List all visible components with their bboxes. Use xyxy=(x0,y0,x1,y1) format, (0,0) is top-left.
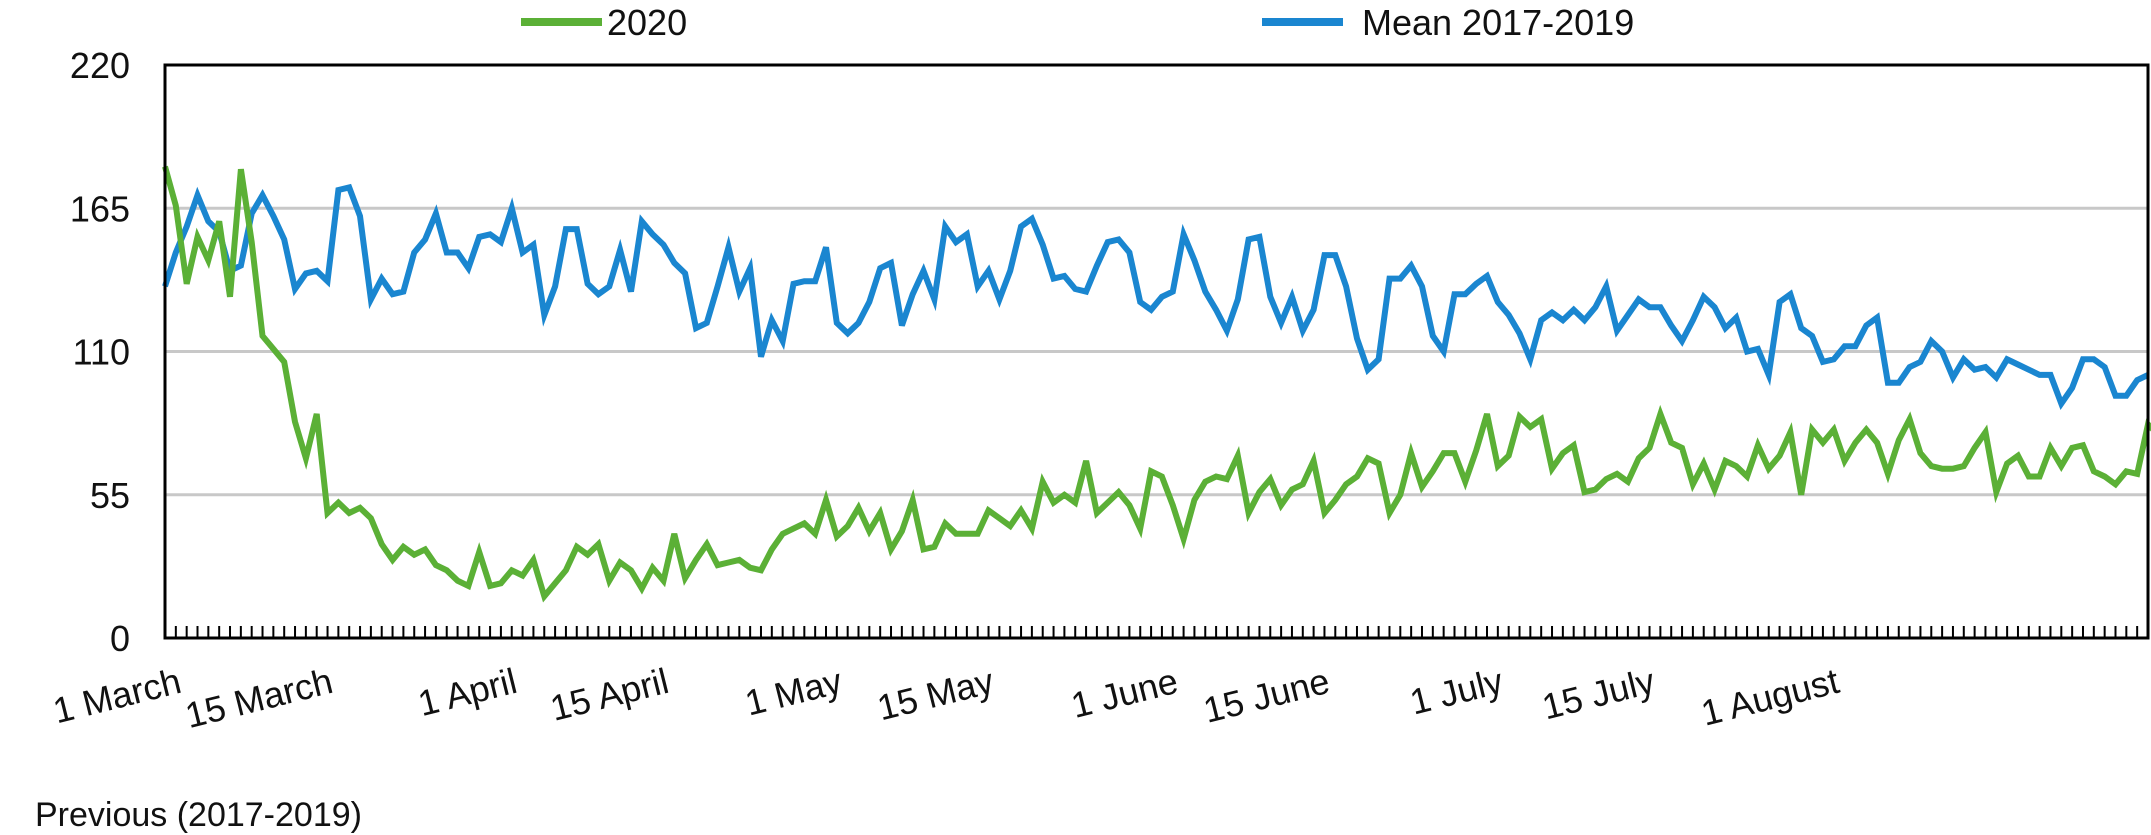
x-tick-label: 15 March xyxy=(181,660,337,736)
x-tick-label: 15 May xyxy=(873,660,997,728)
y-tick-label: 55 xyxy=(90,475,130,516)
legend: 2020 Mean 2017-2019 xyxy=(521,2,1634,43)
x-tick-label: 1 April xyxy=(414,660,521,724)
x-tick-label: 1 June xyxy=(1067,660,1182,726)
x-tick-label: 1 August xyxy=(1697,660,1843,734)
x-tick-label: 1 March xyxy=(49,660,185,731)
series-line-mean-2017-2019 xyxy=(162,183,2150,411)
series-lines xyxy=(162,165,2151,603)
y-tick-label: 165 xyxy=(70,188,130,229)
plot-frame xyxy=(163,63,2150,640)
y-tick-label: 0 xyxy=(110,618,130,659)
series-line-2020 xyxy=(162,165,2151,603)
x-tick-label: 1 May xyxy=(741,660,846,724)
y-tick-label: 110 xyxy=(73,332,130,373)
caption: Previous (2017-2019) xyxy=(35,796,362,834)
y-tick-label: 220 xyxy=(70,45,130,86)
x-tick-label: 15 July xyxy=(1538,660,1659,727)
y-axis-ticks: 0 55 110 165 220 xyxy=(70,45,130,659)
legend-label-2020: 2020 xyxy=(607,2,687,43)
x-tick-label: 15 April xyxy=(546,660,672,729)
legend-label-mean: Mean 2017-2019 xyxy=(1362,2,1634,43)
x-tick-label: 15 June xyxy=(1199,660,1333,731)
x-axis-minor-ticks xyxy=(164,626,2149,638)
plot-border xyxy=(163,63,2150,640)
x-tick-label: 1 July xyxy=(1406,660,1507,723)
